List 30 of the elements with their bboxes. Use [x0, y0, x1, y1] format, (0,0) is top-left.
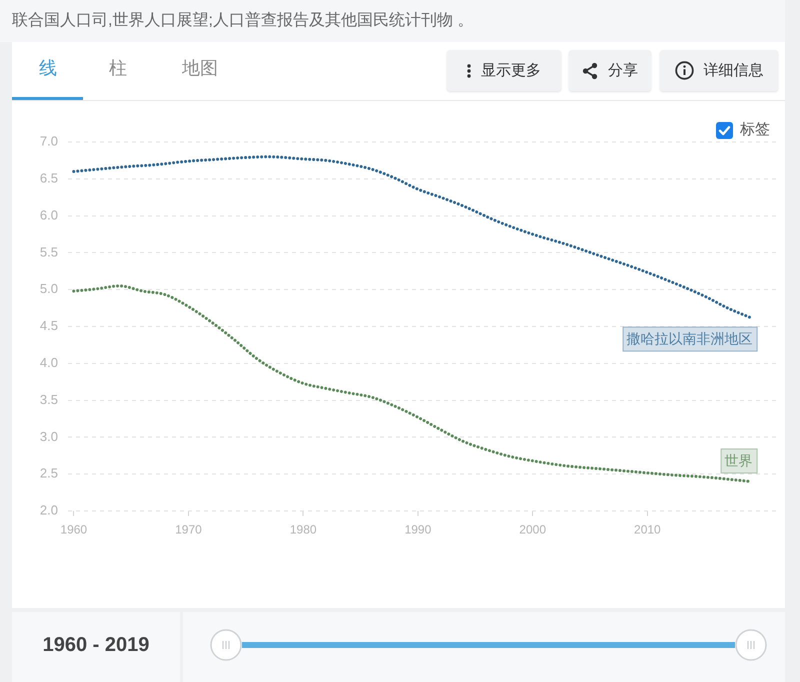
x-tick-label: 2000 — [519, 522, 546, 537]
series-label: 撒哈拉以南非洲地区 — [626, 330, 753, 347]
line-series — [72, 155, 752, 320]
y-tick-label: 4.5 — [40, 318, 58, 334]
y-tick-label: 3.0 — [40, 428, 58, 444]
y-tick-label: 2.5 — [40, 466, 58, 481]
x-tick-label: 1960 — [60, 522, 88, 537]
text: 柱 — [108, 57, 128, 80]
x-tick-label: 2010 — [634, 522, 662, 537]
x-tick-label: 1970 — [175, 522, 202, 537]
series-label: 世界 — [724, 452, 753, 468]
text: 1960 - 2019 — [42, 633, 150, 658]
x-tick-label: 1980 — [290, 522, 317, 537]
y-tick-label: 3.5 — [40, 392, 58, 407]
y-tick-label: 6.0 — [40, 207, 58, 222]
text: 地图 — [181, 57, 219, 80]
button: 详细信息 — [660, 50, 778, 91]
text: 联合国人口司,世界人口展望;人口普查报告及其他国民统计刊物 。 — [12, 11, 474, 31]
y-tick-label: 4.0 — [40, 354, 58, 370]
text: 线 — [38, 57, 58, 80]
text: 标签 — [740, 120, 770, 140]
x-tick-label: 1990 — [404, 522, 432, 537]
y-tick-label: 7.0 — [40, 134, 58, 149]
line-series — [72, 284, 752, 483]
button: 分享 — [569, 50, 651, 91]
y-tick-label: 2.0 — [40, 502, 58, 518]
y-tick-label: 6.5 — [40, 170, 58, 186]
y-tick-label: 5.5 — [40, 244, 58, 260]
button: 显示更多 — [447, 50, 561, 91]
y-tick-label: 5.0 — [40, 281, 58, 296]
